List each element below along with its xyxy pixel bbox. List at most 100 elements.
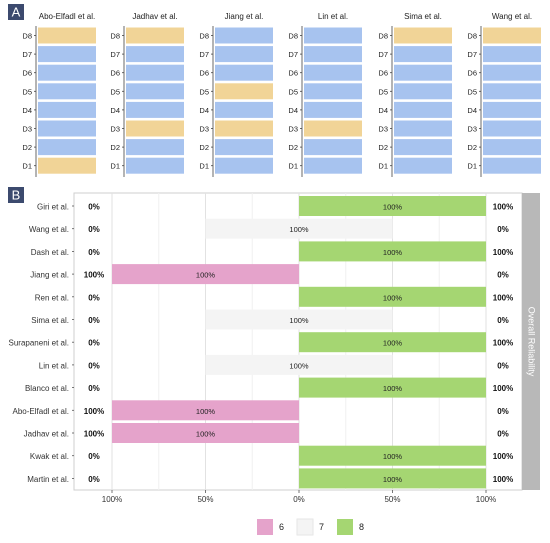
right-total-label: 0% [497, 407, 509, 416]
bar-segment [299, 445, 486, 466]
heatmap-cell [394, 157, 452, 174]
x-tick-label: 50% [197, 495, 213, 504]
bar-row: Martin et al. 100% 0% 100% [27, 468, 513, 489]
heatmap-cell [304, 139, 362, 156]
row-label: D5 [288, 87, 298, 96]
left-total-label: 100% [84, 407, 104, 416]
left-total-label: 0% [88, 293, 100, 302]
right-total-label: 0% [497, 316, 509, 325]
bar-segment [299, 196, 486, 216]
legend-swatch [257, 519, 273, 535]
heatmap-column: Sima et al. D8 D7 D6 D5 D4 D3 D2 D1 [378, 12, 452, 177]
bar-row: Sima et al. 100% 0% 0% [31, 309, 509, 330]
bar-value-label: 100% [196, 407, 216, 416]
row-label: D8 [467, 32, 477, 41]
row-label: D4 [199, 106, 209, 115]
left-total-label: 0% [88, 316, 100, 325]
right-total-label: 100% [493, 339, 513, 348]
bar-value-label: 100% [383, 248, 403, 257]
panel-b-badge: B [8, 187, 24, 203]
bar-value-label: 100% [196, 430, 216, 439]
legend-label: 7 [319, 522, 324, 532]
column-title: Wang et al. [492, 12, 532, 21]
heatmap-cell [394, 64, 452, 81]
column-title: Abo-Elfadl et al. [39, 12, 95, 21]
row-label: D6 [110, 69, 120, 78]
bar-value-label: 100% [196, 271, 216, 280]
panel-b-label: B [12, 188, 21, 203]
panel-a-heatmap: Abo-Elfadl et al.D8D7D6D5D4D3D2D1Jadhav … [22, 12, 541, 177]
heatmap-cell [38, 120, 96, 137]
legend: 6 7 8 [257, 518, 364, 536]
panel-b-bar-chart: Overall Reliability Giri et al. 100% 0% 100%… [9, 192, 540, 504]
bar-segment [299, 377, 486, 398]
column-title: Jiang et al. [225, 12, 264, 21]
heatmap-cell [483, 139, 541, 156]
right-total-label: 100% [493, 248, 513, 257]
heatmap-cell [126, 139, 184, 156]
row-label: D4 [22, 106, 32, 115]
bar-row: Jiang et al. 100% 100% 0% [30, 264, 509, 285]
right-total-label: 0% [497, 430, 509, 439]
row-label: D6 [199, 69, 209, 78]
bar-row: Dash et al. 100% 0% 100% [31, 241, 513, 262]
bar-value-label: 100% [383, 203, 403, 212]
legend-item: 7 [296, 518, 324, 536]
row-label: D4 [467, 106, 477, 115]
legend-item: 8 [337, 519, 364, 535]
left-total-label: 0% [88, 384, 100, 393]
row-label: D5 [199, 87, 209, 96]
heatmap-cell [394, 27, 452, 44]
study-label: Sima et al. [31, 316, 69, 325]
row-label: D1 [378, 162, 388, 171]
bar-value-label: 100% [289, 361, 309, 370]
bar-row: Lin et al. 100% 0% 0% [39, 354, 509, 375]
panel-a-label: A [12, 5, 21, 20]
x-tick-label: 0% [293, 495, 305, 504]
facet-strip-label: Overall Reliability [527, 307, 537, 377]
row-label: D3 [22, 125, 32, 134]
row-label: D5 [22, 87, 32, 96]
row-label: D3 [288, 125, 298, 134]
heatmap-cell [304, 27, 362, 44]
heatmap-cell [215, 101, 273, 118]
bar-row: Jadhav et al. 100% 100% 0% [24, 423, 509, 443]
heatmap-cell [126, 157, 184, 174]
study-label: Ren et al. [35, 293, 69, 302]
heatmap-cell [126, 101, 184, 118]
heatmap-cell [483, 83, 541, 100]
panel-a-badge: A [8, 4, 24, 20]
heatmap-cell [215, 64, 273, 81]
heatmap-cell [483, 64, 541, 81]
row-label: D2 [22, 143, 32, 152]
heatmap-cell [38, 83, 96, 100]
row-label: D3 [467, 125, 477, 134]
bar-segment [299, 332, 486, 353]
bar-row: Surapaneni et al. 100% 0% 100% [9, 332, 513, 353]
right-total-label: 0% [497, 271, 509, 280]
legend-item: 6 [257, 519, 284, 535]
study-label: Wang et al. [29, 225, 69, 234]
row-label: D8 [110, 32, 120, 41]
right-total-label: 100% [493, 293, 513, 302]
heatmap-cell [38, 157, 96, 174]
left-total-label: 0% [88, 475, 100, 484]
x-tick-label: 100% [476, 495, 496, 504]
bar-segment [112, 423, 299, 443]
heatmap-cell [304, 64, 362, 81]
bar-value-label: 100% [383, 475, 403, 484]
study-label: Surapaneni et al. [9, 339, 70, 348]
row-label: D4 [110, 106, 120, 115]
bar-row: Giri et al. 100% 0% 100% [37, 196, 513, 216]
row-label: D5 [110, 87, 120, 96]
heatmap-cell [126, 64, 184, 81]
right-total-label: 0% [497, 225, 509, 234]
heatmap-cell [38, 46, 96, 63]
bar-segment [205, 309, 393, 330]
row-label: D1 [288, 162, 298, 171]
row-label: D7 [22, 50, 32, 59]
right-total-label: 100% [493, 475, 513, 484]
bar-value-label: 100% [383, 293, 403, 302]
right-total-label: 100% [493, 384, 513, 393]
